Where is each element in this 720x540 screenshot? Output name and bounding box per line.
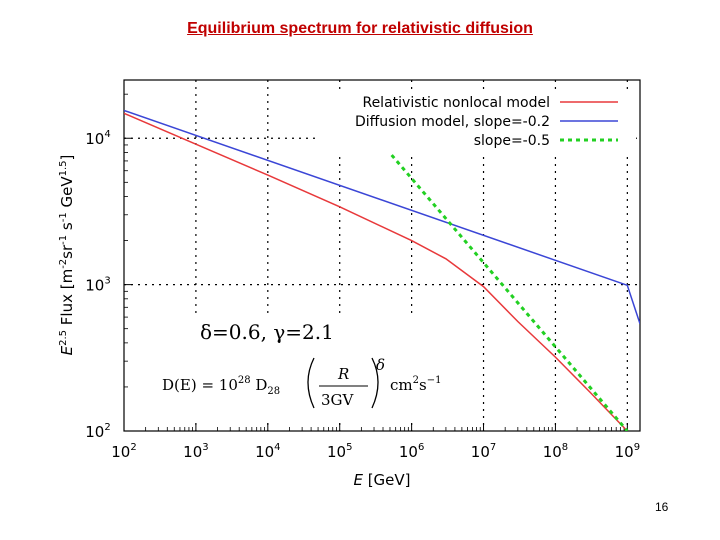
params-annotation: δ=0.6, γ=2.1 <box>200 320 334 344</box>
left-paren <box>307 357 315 409</box>
chart-figure: 102 103 104 105 106 107 108 109 102 103 104 Relati… <box>58 79 641 489</box>
legend-label-2: slope=-0.5 <box>474 133 550 149</box>
y-tick-label: 103 <box>85 276 110 295</box>
legend-label-1: Diffusion model, slope=-0.2 <box>355 114 550 130</box>
y-axis-label: E2.5 Flux [m-2sr-1 s-1 GeV1.5] <box>58 155 76 356</box>
series-line-0 <box>124 112 628 431</box>
x-tick-label: 107 <box>471 442 496 461</box>
annotation-box: δ=0.6, γ=2.1 D(E) = 1028 D28 R 3GV δ cm2… <box>142 316 441 418</box>
equation-exponent: δ <box>376 356 385 374</box>
x-tick-label: 104 <box>255 442 280 461</box>
y-tick-label: 102 <box>85 422 110 441</box>
x-tick-label: 108 <box>543 442 568 461</box>
annotation-background <box>142 316 427 418</box>
legend-label-0: Relativistic nonlocal model <box>362 95 550 111</box>
fraction-numerator: R <box>337 365 349 383</box>
series-line-1 <box>124 109 640 325</box>
legend: Relativistic nonlocal model Diffusion mo… <box>316 89 636 153</box>
fraction-denominator: 3GV <box>321 391 355 409</box>
right-paren <box>371 357 379 409</box>
y-tick-label: 104 <box>85 129 110 148</box>
x-axis-label: E [GeV] <box>353 471 410 489</box>
x-tick-label: 105 <box>327 442 352 461</box>
slide-title: Equilibrium spectrum for relativistic di… <box>187 20 533 37</box>
page-number: 16 <box>655 500 669 514</box>
svg-text:E2.5 Flux [m-2sr-1 s-1 GeV1.5]: E2.5 Flux [m-2sr-1 s-1 GeV1.5] <box>58 155 76 356</box>
equation-lhs: D(E) = 1028 D28 <box>162 375 280 397</box>
x-tick-label: 106 <box>399 442 424 461</box>
x-tick-label: 103 <box>183 442 208 461</box>
diffusion-equation: D(E) = 1028 D28 R 3GV δ cm2s−1 <box>162 356 441 409</box>
grid-lines <box>124 80 640 431</box>
x-tick-label: 102 <box>111 442 136 461</box>
x-tick-label: 109 <box>615 442 640 461</box>
